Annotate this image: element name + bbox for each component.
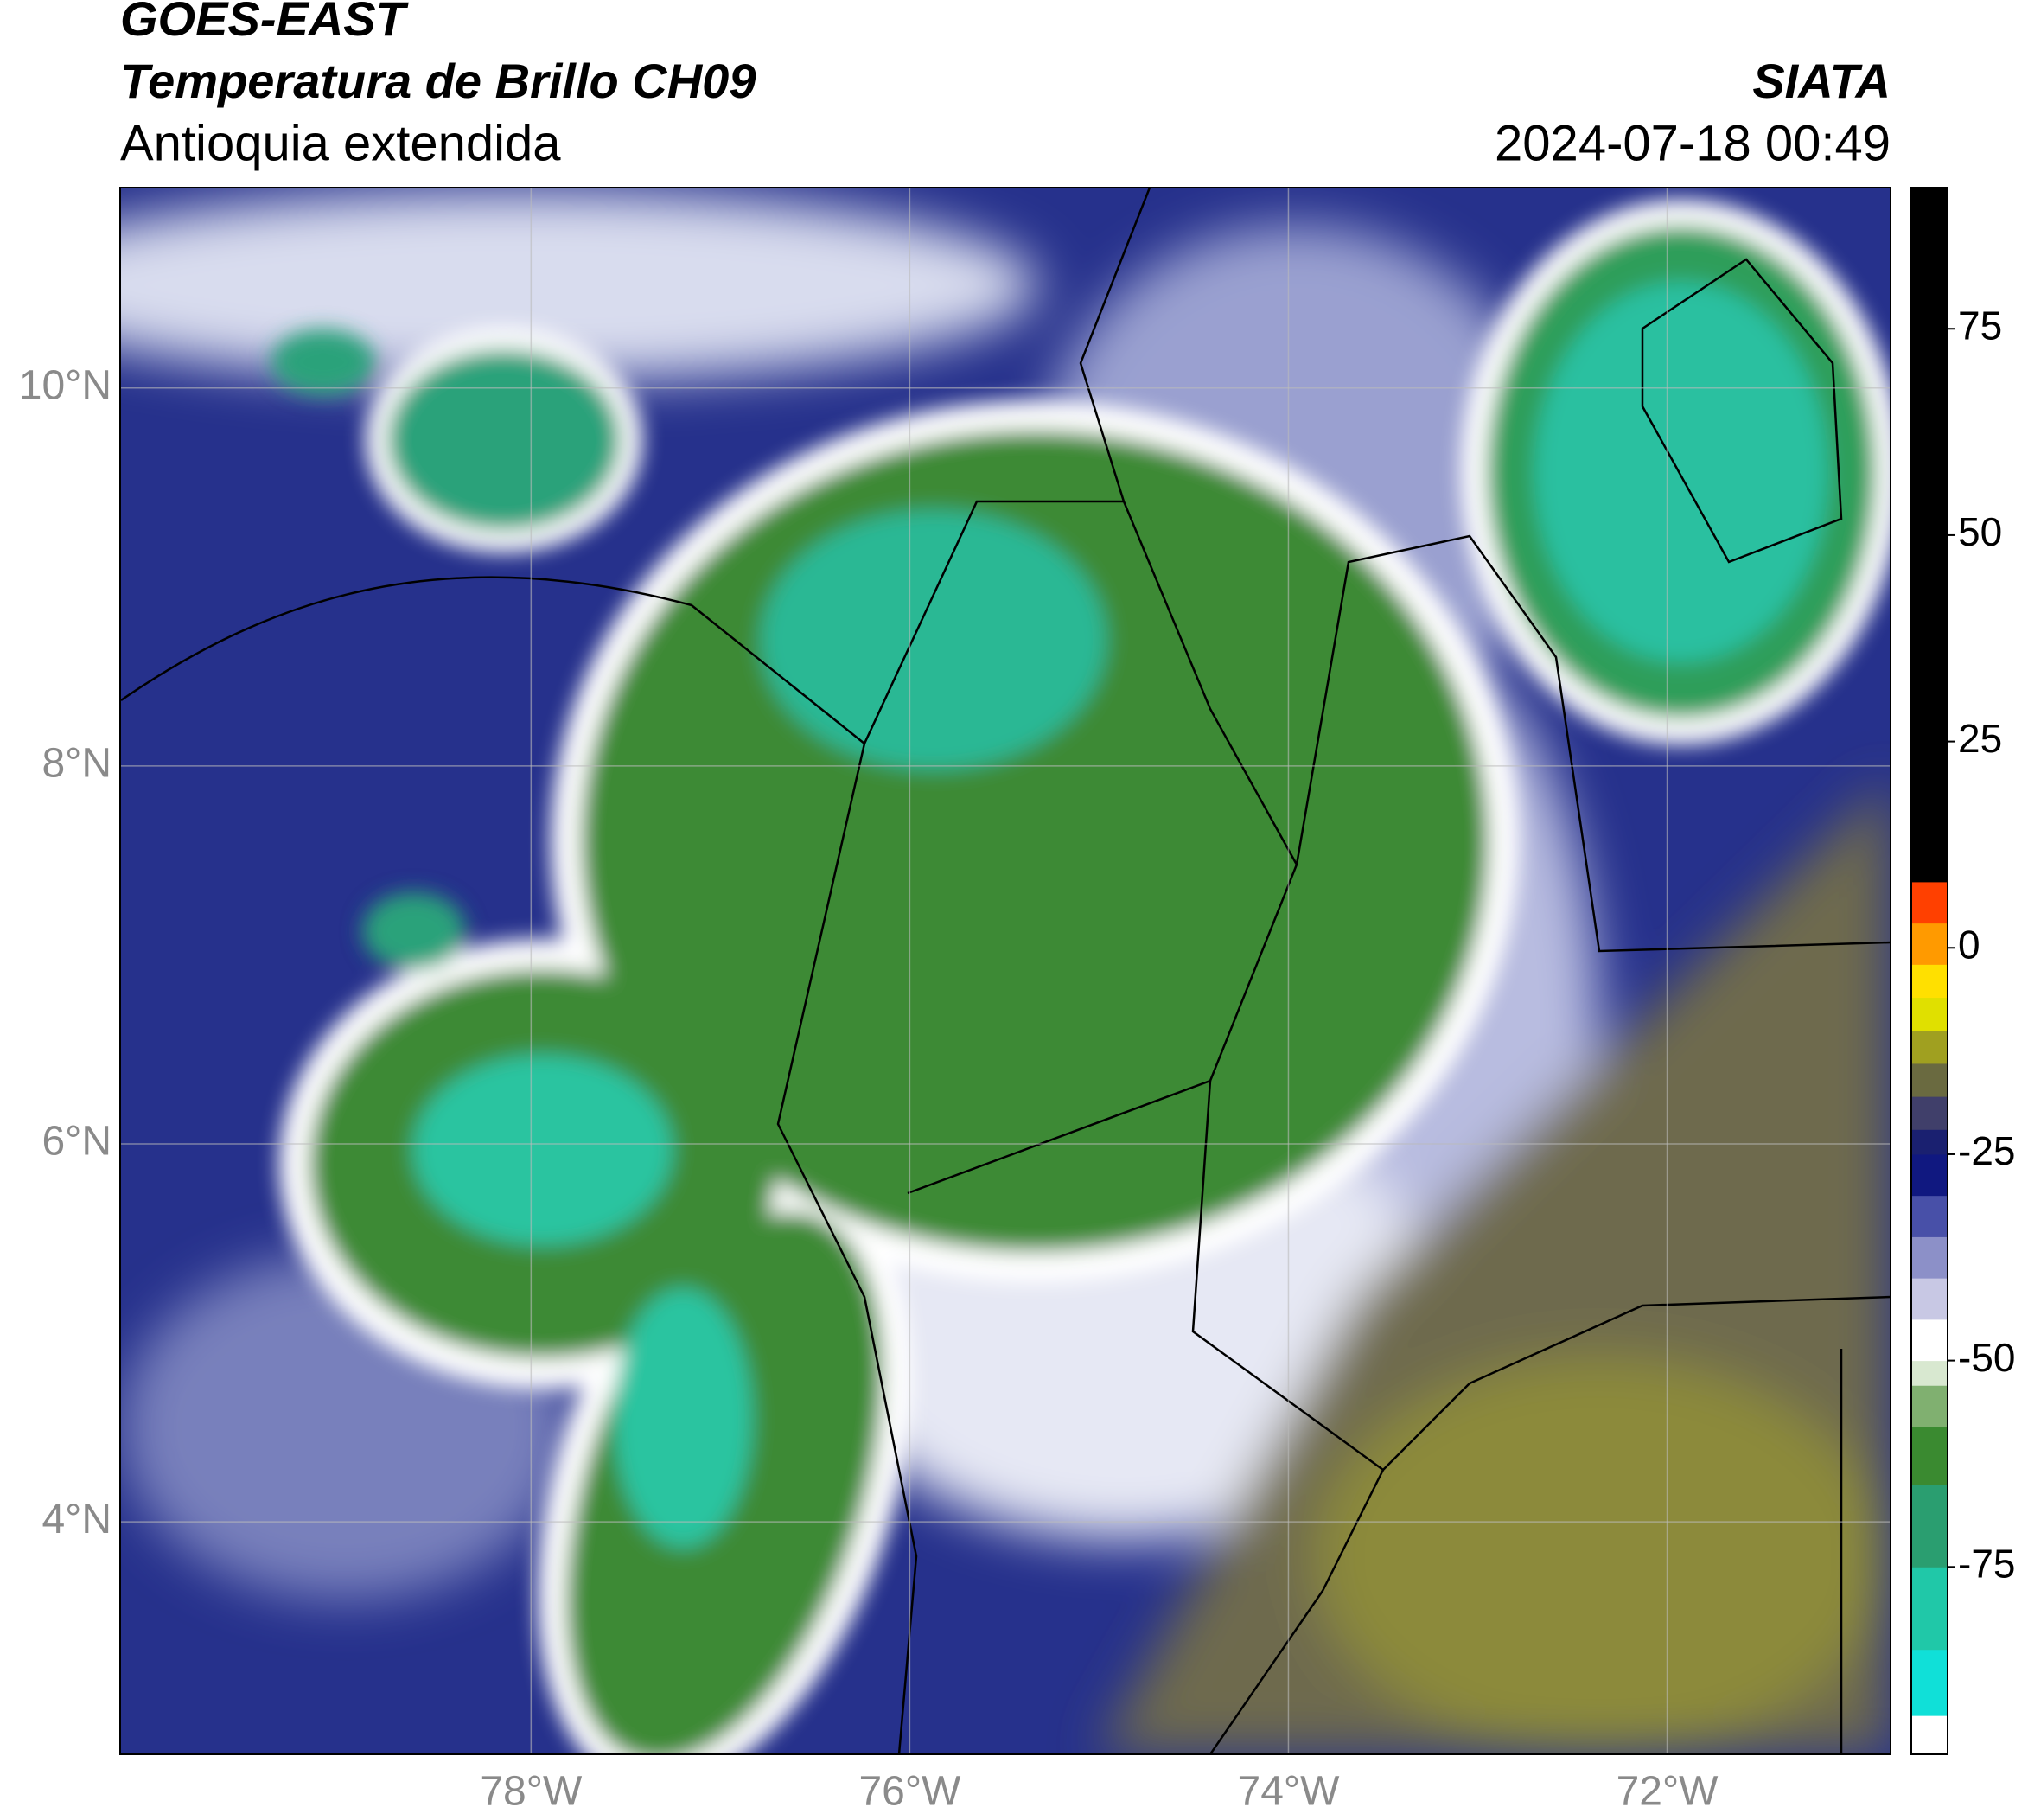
colorbar-segment: [1911, 1426, 1948, 1485]
colorbar-segment: [1911, 1153, 1948, 1197]
colorbar-tick-label: -50: [1958, 1335, 2015, 1380]
colorbar-tick-label: 0: [1958, 922, 1980, 967]
colorbar-segment: [1911, 1360, 1948, 1386]
colorbar-tick-label: 50: [1958, 509, 2002, 554]
colorbar-segment: [1911, 1319, 1948, 1362]
colorbar-segment: [1911, 1096, 1948, 1130]
colorbar-tick-label: 75: [1958, 303, 2002, 348]
source: SIATA: [1752, 54, 1891, 108]
colorbar: [1911, 188, 1948, 1755]
colorbar-segment: [1911, 1715, 1948, 1755]
colorbar-segment: [1911, 1385, 1948, 1427]
y-tick-label: 4°N: [41, 1497, 112, 1542]
x-tick-label: 78°W: [480, 1769, 583, 1815]
colorbar-segment: [1911, 1030, 1948, 1064]
colorbar-segment: [1911, 1236, 1948, 1279]
y-tick-label: 10°N: [19, 362, 112, 408]
colorbar-segment: [1911, 964, 1948, 999]
x-tick-label: 72°W: [1617, 1769, 1719, 1815]
colorbar-segment: [1911, 1278, 1948, 1320]
title: GOES-EAST: [120, 0, 410, 46]
colorbar-segment: [1911, 1649, 1948, 1716]
x-tick-label: 76°W: [858, 1769, 961, 1815]
colorbar-segment: [1911, 923, 1948, 965]
colorbar-segment: [1911, 1063, 1948, 1097]
datetime: 2024-07-18 00:49: [1495, 115, 1891, 171]
colorbar-segment: [1911, 997, 1948, 1031]
colorbar-tick-label: -75: [1958, 1541, 2015, 1586]
colorbar-segment: [1911, 1567, 1948, 1651]
colorbar-segment: [1911, 188, 1948, 883]
map-frame: [119, 187, 1891, 1755]
colorbar-tick-label: 25: [1958, 716, 2002, 761]
y-tick-label: 8°N: [41, 741, 112, 787]
x-tick-label: 74°W: [1238, 1769, 1341, 1815]
y-tick-label: 6°N: [41, 1119, 112, 1165]
colorbar-segment: [1911, 881, 1948, 924]
grid: [120, 188, 1891, 1754]
satellite-image: [120, 188, 1891, 1754]
colorbar-frame: [1910, 187, 1948, 1755]
region: Antioquia extendida: [120, 115, 561, 171]
colorbar-tick-label: -25: [1958, 1128, 2015, 1173]
colorbar-segment: [1911, 1129, 1948, 1155]
subtitle: Temperatura de Brillo CH09: [120, 54, 756, 108]
colorbar-segment: [1911, 1484, 1948, 1568]
colorbar-segment: [1911, 1195, 1948, 1237]
